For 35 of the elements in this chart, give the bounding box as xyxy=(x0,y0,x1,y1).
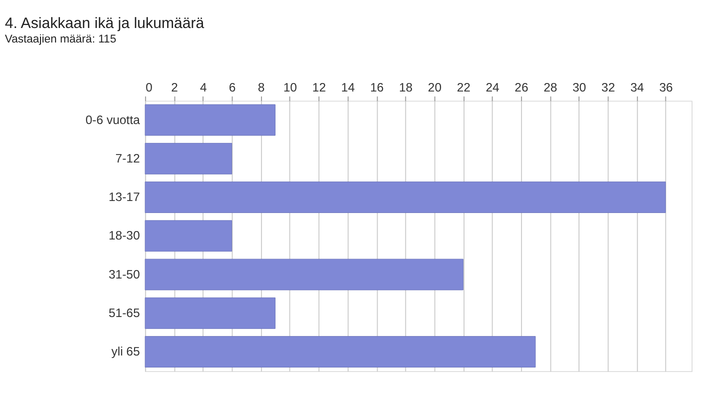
y-tick-label: 51-65 xyxy=(108,306,140,320)
bar xyxy=(144,336,536,368)
x-tick-label: 28 xyxy=(544,80,558,95)
x-tick-label: 12 xyxy=(312,80,326,95)
text: Vastaajien määrä: 115 xyxy=(4,33,116,46)
x-tick-label: 22 xyxy=(456,80,471,95)
x-tick-label: 2 xyxy=(171,80,178,95)
x-tick-label: 16 xyxy=(370,80,384,95)
x-tick-label: 24 xyxy=(486,80,500,95)
x-tick-label: 6 xyxy=(228,80,236,95)
x-tick-label: 26 xyxy=(514,80,528,95)
x-tick-label: 20 xyxy=(428,80,442,95)
x-tick-label: 36 xyxy=(659,80,674,95)
bar xyxy=(144,182,666,213)
bar xyxy=(144,104,276,136)
x-tick-label: 14 xyxy=(341,80,355,95)
x-tick-label: 30 xyxy=(572,80,586,95)
y-tick-label: yli 65 xyxy=(111,344,140,359)
y-tick-label: 31-50 xyxy=(108,267,140,282)
x-tick-label: 10 xyxy=(283,80,298,95)
bar xyxy=(144,220,232,252)
y-tick-label: 18-30 xyxy=(108,228,140,243)
y-tick-label: 0-6 vuotta xyxy=(85,112,140,127)
x-tick-label: 34 xyxy=(630,80,644,95)
bar xyxy=(144,142,232,174)
bar xyxy=(144,258,464,290)
x-tick-label: 0 xyxy=(146,80,153,95)
x-tick-label: 4 xyxy=(200,80,207,95)
x-tick-label: 18 xyxy=(398,80,413,95)
bar xyxy=(144,297,276,329)
chart-title: 4. Asiakkaan ikä ja lukumäärä xyxy=(4,15,205,32)
x-tick-label: 8 xyxy=(258,80,265,95)
y-tick-label: 7-12 xyxy=(115,151,140,166)
x-tick-label: 32 xyxy=(601,80,616,95)
y-tick-label: 13-17 xyxy=(108,190,140,204)
